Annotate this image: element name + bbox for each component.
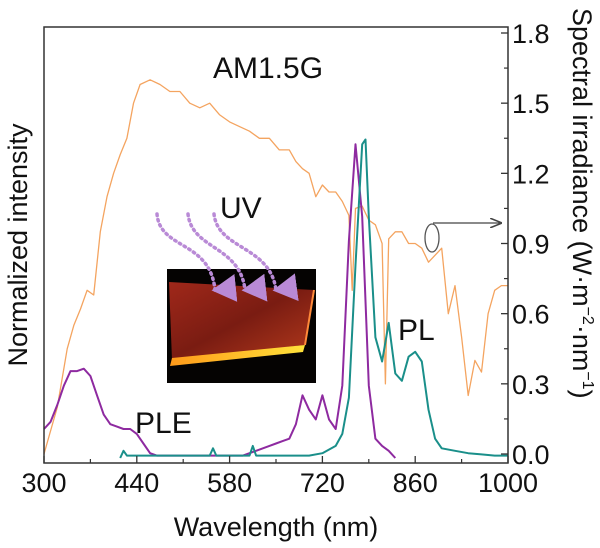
x-tick-label: 580 <box>207 468 252 498</box>
film-edge <box>170 345 305 366</box>
film-surface <box>169 282 314 360</box>
y-right-tick-label: 1.2 <box>512 159 550 189</box>
y-right-tick-label: 0.9 <box>512 230 550 260</box>
y-axis-right-title: Spectral irradiance (W·m−2·nm−1) <box>567 8 597 399</box>
uv-arrows <box>155 212 299 302</box>
series-line-pl <box>119 138 508 459</box>
label-ple: PLE <box>135 407 192 440</box>
y-axis-right: 0.0 0.3 0.6 0.9 1.2 1.5 1.8 <box>501 19 550 470</box>
inset-photo <box>167 269 316 383</box>
am15g-curve-marker <box>424 223 440 253</box>
series-line-am1-5g <box>43 79 508 455</box>
y-right-tick-label: 0.6 <box>512 300 550 330</box>
x-axis-title: Wavelength (nm) <box>174 512 379 542</box>
x-tick-label: 720 <box>300 468 345 498</box>
label-uv: UV <box>220 192 262 225</box>
uv-arrow <box>212 212 299 302</box>
uv-arrow <box>155 212 238 302</box>
x-tick-label: 860 <box>393 468 438 498</box>
y-axis-left-title: Normalized intensity <box>3 123 33 367</box>
x-tick-label: 1000 <box>478 468 538 498</box>
x-axis: 300 440 580 720 860 1000 <box>21 456 538 498</box>
y-right-tick-label: 1.5 <box>512 89 550 119</box>
y-right-tick-label: 1.8 <box>512 19 550 49</box>
series-layer <box>43 79 508 459</box>
x-tick-label: 300 <box>21 468 66 498</box>
label-pl: PL <box>398 314 435 347</box>
y-right-tick-label: 0.3 <box>512 370 550 400</box>
y-right-tick-label: 0.0 <box>512 440 550 470</box>
uv-arrow <box>186 212 268 302</box>
label-am15g: AM1.5G <box>213 52 323 85</box>
x-tick-label: 440 <box>114 468 159 498</box>
